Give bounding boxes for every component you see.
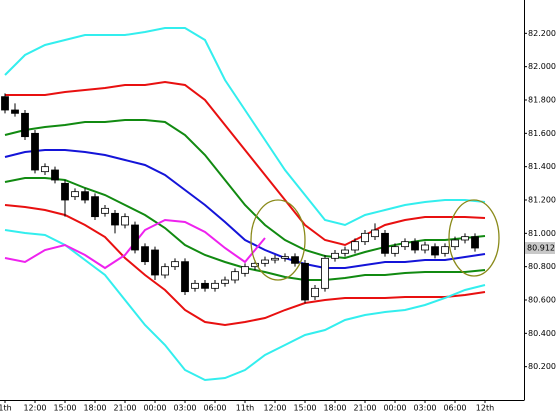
x-tick-label: 18:00 xyxy=(323,404,346,413)
last-price-box xyxy=(525,242,555,254)
y-tick-label: 82.200 xyxy=(528,29,556,38)
candle-body xyxy=(241,266,249,274)
candle-body xyxy=(351,241,359,251)
candle-body xyxy=(201,282,209,289)
candle-body xyxy=(441,246,449,254)
x-tick-label: 12th xyxy=(476,404,494,413)
candle-body xyxy=(361,232,369,243)
candle-body xyxy=(1,96,9,111)
indicator-line xyxy=(4,27,486,227)
candle-body xyxy=(31,132,39,171)
candle-body xyxy=(331,252,339,259)
x-tick-label: 12:00 xyxy=(263,404,286,413)
candle-body xyxy=(61,182,69,201)
x-tick-label: 15:00 xyxy=(53,404,76,413)
candle-body xyxy=(231,271,239,281)
x-tick-label: 00:00 xyxy=(143,404,166,413)
candle-body xyxy=(381,232,389,254)
candle-body xyxy=(11,109,19,114)
candle-body xyxy=(451,239,459,248)
candle-body xyxy=(51,169,59,181)
candle-body xyxy=(391,246,399,254)
x-tick-label: 21:00 xyxy=(113,404,136,413)
x-tick-label: 1th xyxy=(0,404,12,413)
x-tick-label: 03:00 xyxy=(413,404,436,413)
x-tick-label: 11th xyxy=(236,404,254,413)
candle-body xyxy=(251,262,259,268)
x-tick-label: 18:00 xyxy=(83,404,106,413)
x-tick-label: 03:00 xyxy=(173,404,196,413)
candle-body xyxy=(371,229,379,238)
y-tick-label: 81.000 xyxy=(528,229,556,238)
indicator-line xyxy=(4,204,486,327)
candle-body xyxy=(471,236,479,249)
y-tick-label: 80.600 xyxy=(528,296,556,305)
candle-body xyxy=(311,287,319,298)
candle-body xyxy=(281,256,289,259)
candle-body xyxy=(401,241,409,248)
candle-body xyxy=(71,191,79,198)
indicator-line xyxy=(4,229,486,382)
candle-body xyxy=(271,257,279,261)
candle-body xyxy=(171,261,179,268)
indicator-line xyxy=(4,149,486,269)
x-tick-label: 21:00 xyxy=(353,404,376,413)
y-tick-label: 80.200 xyxy=(528,362,556,371)
candle-body xyxy=(81,191,89,201)
candle-body xyxy=(21,112,29,138)
x-tick-label: 06:00 xyxy=(203,404,226,413)
candle-body xyxy=(191,282,199,289)
candle-body xyxy=(101,207,109,214)
y-tick-label: 80.800 xyxy=(528,262,556,271)
candle-body xyxy=(321,257,329,289)
candle-body xyxy=(261,259,269,264)
y-tick-label: 81.400 xyxy=(528,162,556,171)
candle-body xyxy=(301,262,309,301)
y-tick-label: 80.400 xyxy=(528,329,556,338)
candle-body xyxy=(41,166,49,173)
highlight-ellipse xyxy=(250,199,306,281)
candle-body xyxy=(211,282,219,289)
x-tick-label: 15:00 xyxy=(293,404,316,413)
x-tick-label: 06:00 xyxy=(443,404,466,413)
candle-body xyxy=(161,266,169,276)
candle-body xyxy=(151,249,159,276)
candle-body xyxy=(131,224,139,251)
candle-body xyxy=(181,261,189,293)
candle-body xyxy=(111,212,119,226)
highlight-ellipse xyxy=(448,199,500,277)
candle-body xyxy=(431,246,439,256)
candle-body xyxy=(221,279,229,284)
y-tick-label: 81.800 xyxy=(528,96,556,105)
x-tick-label: 12:00 xyxy=(23,404,46,413)
indicator-line xyxy=(5,80,486,247)
y-tick-label: 82.000 xyxy=(528,62,556,71)
candle-body xyxy=(411,241,419,251)
y-tick-label: 81.600 xyxy=(528,129,556,138)
candle-body xyxy=(461,236,469,241)
x-tick-label: 00:00 xyxy=(383,404,406,413)
candle-body xyxy=(121,216,129,226)
last-price-label: 80.912 xyxy=(527,244,555,253)
candle-body xyxy=(341,249,349,254)
y-tick-label: 81.200 xyxy=(528,196,556,205)
candle-body xyxy=(421,244,429,251)
plot-area xyxy=(1,27,486,382)
candle-body xyxy=(291,256,299,264)
candle-body xyxy=(141,246,149,263)
candle-body xyxy=(91,196,99,218)
